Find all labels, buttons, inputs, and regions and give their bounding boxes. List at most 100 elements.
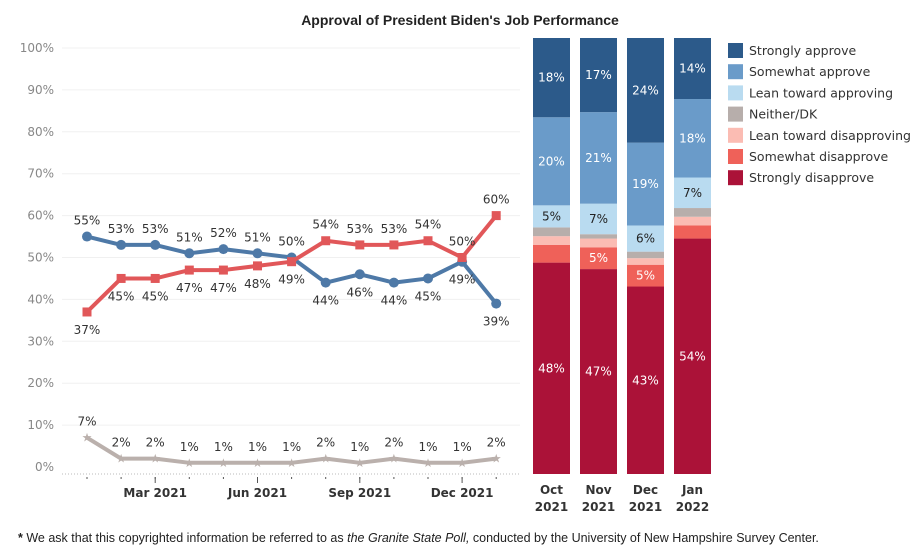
neither-point: ★ — [320, 452, 331, 466]
x-tick-label: Mar 2021 — [123, 486, 187, 500]
bar-segment — [580, 234, 617, 239]
approve-data-label: 51% — [244, 230, 271, 244]
disapprove-point — [218, 265, 228, 275]
footnote-star: * — [18, 531, 23, 545]
disapprove-data-label: 60% — [483, 193, 510, 207]
disapprove-data-label: 47% — [176, 281, 203, 295]
disapprove-point — [423, 236, 433, 246]
bar-data-label: 14% — [679, 62, 706, 76]
y-tick-label: 70% — [27, 167, 54, 181]
approve-data-label: 46% — [346, 285, 373, 299]
disapprove-data-label: 54% — [312, 218, 339, 232]
neither-data-label: 2% — [112, 436, 131, 450]
neither-point: ★ — [218, 456, 229, 470]
approve-point — [150, 239, 161, 250]
bar-data-label: 20% — [538, 154, 565, 168]
bar-data-label: 17% — [585, 68, 612, 82]
y-tick-label: 50% — [27, 251, 54, 265]
bar-segment — [674, 99, 711, 178]
bar-category-year: 2022 — [676, 500, 709, 514]
bar-segment — [627, 142, 664, 226]
x-tick-label: Dec 2021 — [431, 486, 494, 500]
bar-segment — [580, 238, 617, 248]
legend-label: Strongly approve — [749, 43, 856, 58]
disapprove-point — [116, 273, 126, 283]
legend-label: Lean toward disapproving — [749, 128, 911, 143]
neither-data-label: 2% — [146, 436, 165, 450]
bar-data-label: 7% — [589, 212, 608, 226]
approve-point — [252, 248, 263, 259]
disapprove-data-label: 47% — [210, 281, 237, 295]
disapprove-point — [389, 240, 399, 250]
bar-segment — [627, 38, 664, 143]
legend-swatch — [728, 127, 743, 143]
y-tick-label: 60% — [27, 209, 54, 223]
approve-data-label: 50% — [278, 235, 305, 249]
bar-segment — [533, 38, 570, 118]
neither-point: ★ — [389, 452, 400, 466]
disapprove-point — [457, 253, 467, 262]
legend-swatch — [728, 85, 743, 101]
bar-data-label: 18% — [679, 131, 706, 145]
x-tick-label: Sep 2021 — [328, 486, 391, 500]
legend-label: Neither/DK — [749, 107, 818, 122]
footnote-italic: the Granite State Poll, — [347, 531, 470, 545]
approve-data-label: 53% — [108, 222, 135, 236]
approve-data-label: 49% — [449, 273, 476, 287]
neither-data-label: 1% — [453, 440, 472, 454]
y-tick-label: 20% — [27, 376, 54, 390]
disapprove-point — [355, 240, 365, 250]
bar-category-year: 2021 — [629, 500, 662, 514]
neither-point: ★ — [423, 456, 434, 470]
disapprove-data-label: 54% — [415, 218, 442, 232]
neither-point: ★ — [184, 456, 195, 470]
neither-data-label: 1% — [248, 440, 267, 454]
bar-segment — [674, 177, 711, 209]
bar-data-label: 7% — [683, 186, 702, 200]
bar-segment — [580, 112, 617, 204]
neither-point: ★ — [354, 456, 365, 470]
bar-segment — [580, 38, 617, 113]
bar-segment — [533, 236, 570, 245]
bar-data-label: 47% — [585, 365, 612, 379]
neither-data-label: 1% — [350, 440, 369, 454]
disapprove-point — [184, 265, 194, 275]
approve-point — [82, 231, 92, 242]
bar-segment — [580, 247, 617, 270]
neither-line — [85, 435, 497, 465]
approve-data-label: 55% — [74, 214, 101, 228]
y-tick-label: 100% — [20, 41, 54, 55]
bar-segment — [533, 205, 570, 228]
legend-swatch — [728, 170, 743, 186]
disapprove-data-label: 45% — [142, 289, 169, 303]
y-tick-label: 80% — [27, 125, 54, 139]
bar-segment — [627, 286, 664, 474]
bar-segment — [674, 225, 711, 239]
disapprove-point — [82, 307, 92, 317]
bar-segment — [580, 269, 617, 474]
approve-data-label: 44% — [312, 294, 339, 308]
legend-label: Strongly disapprove — [749, 170, 874, 185]
bar-segment — [674, 238, 711, 474]
legend-label: Somewhat disapprove — [749, 149, 888, 164]
bar-data-label: 43% — [632, 373, 659, 387]
bar-segment — [674, 208, 711, 217]
approve-data-label: 45% — [415, 289, 442, 303]
bar-category-label: Nov — [585, 483, 611, 497]
y-tick-label: 30% — [27, 334, 54, 348]
approve-point — [320, 277, 331, 288]
approve-data-label: 39% — [483, 315, 510, 329]
chart-title: Approval of President Biden's Job Perfor… — [301, 12, 619, 28]
disapprove-data-label: 53% — [346, 222, 373, 236]
bar-data-label: 48% — [538, 361, 565, 375]
x-tick-label: Jun 2021 — [227, 486, 287, 500]
chart-canvas: Approval of President Biden's Job Perfor… — [20, 12, 911, 514]
disapprove-point — [321, 236, 331, 246]
bar-category-year: 2021 — [582, 500, 615, 514]
bar-data-label: 5% — [542, 209, 561, 223]
disapprove-data-label: 45% — [108, 289, 135, 303]
bar-data-label: 24% — [632, 83, 659, 97]
disapprove-data-label: 48% — [244, 277, 271, 291]
bar-segment — [627, 258, 664, 265]
